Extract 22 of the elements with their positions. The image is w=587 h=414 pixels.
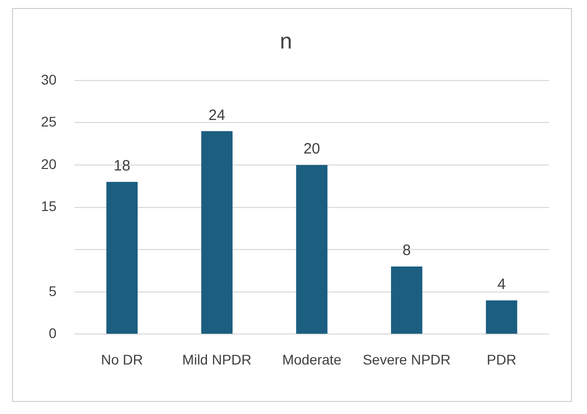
bar [106,182,138,334]
x-tick-label: Mild NPDR [182,351,252,368]
x-tick-label: Severe NPDR [362,351,451,368]
y-tick-label: 5 [48,282,57,299]
x-tick-label: No DR [101,351,144,368]
y-tick-label: 25 [40,114,57,130]
y-tick-label: 30 [40,71,57,88]
bar [391,266,422,334]
data-label: 24 [208,106,226,124]
x-tick-label: Moderate [282,351,342,368]
bar [296,165,328,334]
chart-title: n [280,28,292,54]
data-label: 18 [114,158,130,175]
y-tick-label: 0 [48,325,57,342]
data-label: 20 [303,140,320,158]
bar [201,131,233,334]
y-tick-label: 20 [40,156,57,172]
data-label: 8 [402,242,411,260]
bar [486,300,518,334]
x-tick-label: PDR [486,351,516,368]
data-label: 4 [497,276,506,293]
y-tick-label: 15 [40,198,57,214]
